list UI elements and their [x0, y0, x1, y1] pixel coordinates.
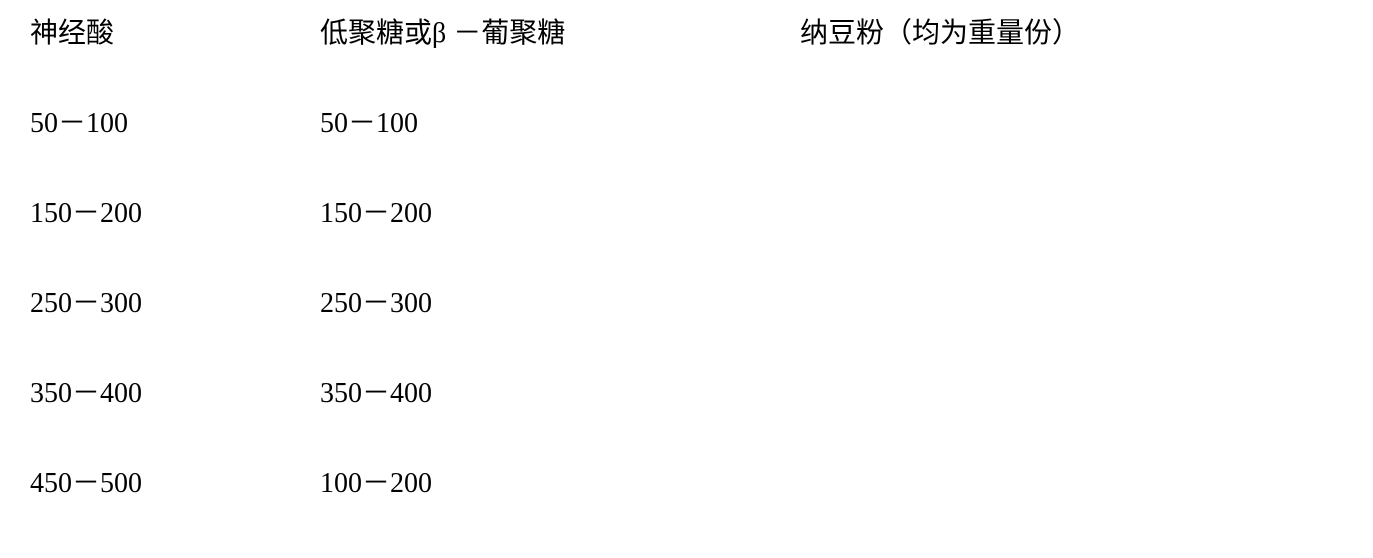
cell-col3 [800, 290, 1343, 318]
cell-col3 [800, 200, 1343, 228]
header-col3: 纳豆粉（均为重量份） [800, 20, 1343, 48]
header-col2: 低聚糖或β －葡聚糖 [320, 20, 800, 48]
cell-col2: 250－300 [320, 290, 800, 318]
cell-col2: 350－400 [320, 380, 800, 408]
table-row: 450－500 100－200 [30, 470, 1343, 498]
table-row: 350－400 350－400 [30, 380, 1343, 408]
table-header-row: 神经酸 低聚糖或β －葡聚糖 纳豆粉（均为重量份） [30, 20, 1343, 48]
table-row: 50－100 50－100 [30, 110, 1343, 138]
cell-col1: 350－400 [30, 380, 320, 408]
cell-col3 [800, 470, 1343, 498]
table-row: 150－200 150－200 [30, 200, 1343, 228]
table-row: 250－300 250－300 [30, 290, 1343, 318]
cell-col1: 450－500 [30, 470, 320, 498]
cell-col1: 250－300 [30, 290, 320, 318]
cell-col3 [800, 110, 1343, 138]
ingredient-table: 神经酸 低聚糖或β －葡聚糖 纳豆粉（均为重量份） 50－100 50－100 … [30, 20, 1343, 498]
cell-col1: 50－100 [30, 110, 320, 138]
cell-col2: 100－200 [320, 470, 800, 498]
cell-col2: 50－100 [320, 110, 800, 138]
cell-col1: 150－200 [30, 200, 320, 228]
header-col1: 神经酸 [30, 20, 320, 48]
cell-col3 [800, 380, 1343, 408]
cell-col2: 150－200 [320, 200, 800, 228]
